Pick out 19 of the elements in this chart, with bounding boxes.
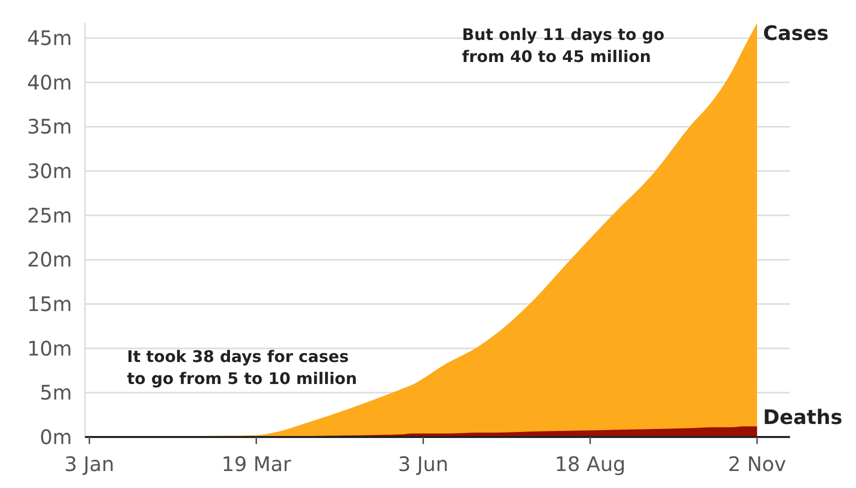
y-tick-label: 40m — [27, 70, 72, 94]
y-tick-label: 15m — [27, 292, 72, 316]
x-tick-label: 3 Jun — [398, 452, 448, 476]
series-label: Deaths — [763, 404, 842, 429]
x-tick-label: 19 Mar — [222, 452, 292, 476]
annotation: It took 38 days for cases to go from 5 to 10 million — [127, 347, 358, 388]
y-tick-label: 0m — [40, 425, 72, 449]
y-tick-label: 45m — [27, 26, 72, 50]
y-tick-label: 10m — [27, 336, 72, 360]
annotation: But only 11 days to go from 40 to 45 million — [462, 25, 664, 66]
x-tick-label: 2 Nov — [728, 452, 786, 476]
y-tick-label: 25m — [27, 203, 72, 228]
x-tick-label: 18 Aug — [554, 452, 626, 476]
y-tick-label: 20m — [27, 248, 72, 272]
y-tick-label: 30m — [27, 159, 72, 184]
y-tick-label: 35m — [27, 114, 72, 139]
y-tick-label: 5m — [40, 380, 72, 405]
series-label: Cases — [763, 21, 829, 46]
x-tick-label: 3 Jan — [64, 452, 114, 476]
